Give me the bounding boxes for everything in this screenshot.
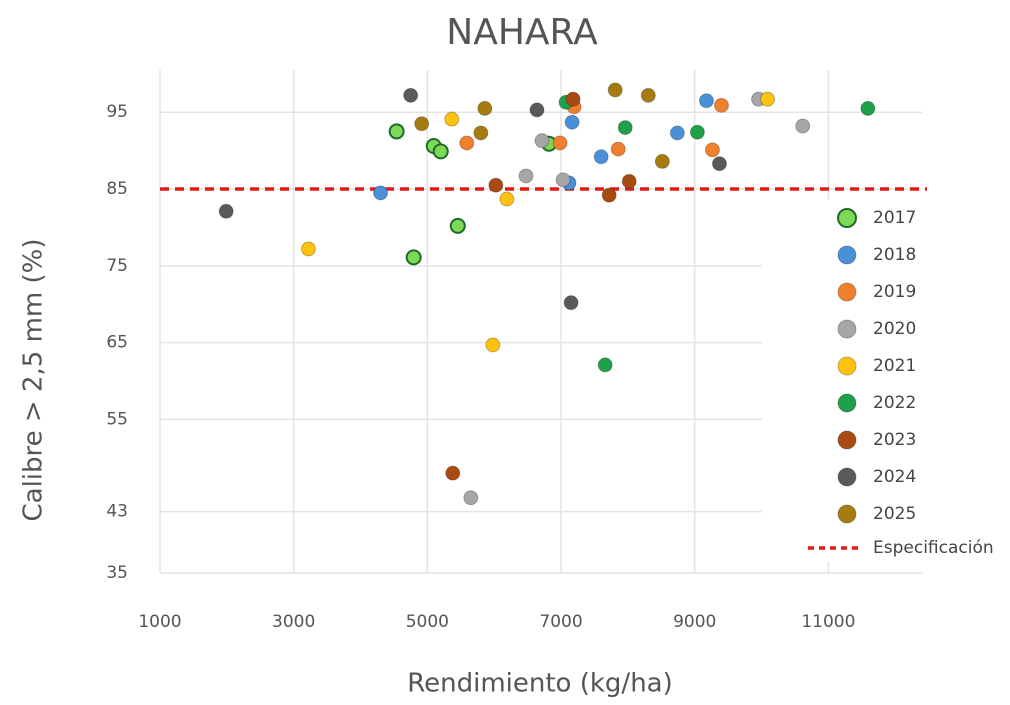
point: [405, 249, 422, 266]
legend-marker: [837, 504, 857, 524]
point: [485, 337, 501, 353]
x-tick-label: 1000: [138, 612, 181, 632]
y-tick-label: 65: [106, 333, 128, 353]
x-axis-label: Rendimiento (kg/ha): [407, 669, 673, 699]
point: [610, 141, 626, 157]
y-tick-label: 43: [106, 502, 128, 522]
point: [414, 116, 430, 132]
y-tick-label: 85: [106, 179, 128, 199]
legend-marker: [837, 430, 857, 450]
point: [388, 123, 405, 140]
legend-label: 2017: [873, 208, 916, 228]
legend-marker: [837, 356, 857, 376]
legend-label: 2024: [873, 467, 916, 487]
point: [593, 149, 609, 165]
legend-label: 2018: [873, 245, 916, 265]
point: [552, 135, 568, 151]
point: [760, 91, 776, 107]
point: [860, 100, 876, 116]
point: [488, 177, 504, 193]
point: [621, 173, 637, 189]
point: [607, 82, 623, 98]
y-tick-label: 55: [106, 409, 128, 429]
point: [373, 185, 389, 201]
y-tick-label: 95: [106, 102, 128, 122]
chart-title: NAHARA: [446, 12, 598, 53]
x-tick-label: 7000: [539, 612, 582, 632]
legend-label: 2022: [873, 393, 916, 413]
point: [518, 168, 534, 184]
point: [713, 97, 729, 113]
point: [300, 241, 316, 257]
point: [218, 203, 234, 219]
point: [640, 87, 656, 103]
point: [689, 124, 705, 140]
point: [711, 156, 727, 172]
point: [449, 217, 466, 234]
point: [534, 133, 550, 149]
y-tick-label: 35: [106, 563, 128, 583]
legend-label: 2019: [873, 282, 916, 302]
point: [597, 357, 613, 373]
point: [432, 143, 449, 160]
x-tick-label: 3000: [272, 612, 315, 632]
y-tick-label: 75: [106, 256, 128, 276]
legend-marker: [837, 393, 857, 413]
y-axis-label: Calibre > 2,5 mm (%): [19, 239, 49, 522]
legend-marker: [837, 208, 857, 228]
point: [445, 465, 461, 481]
point: [565, 91, 581, 107]
legend-marker: [837, 282, 857, 302]
legend-label: Especificación: [873, 538, 994, 558]
point: [403, 87, 419, 103]
point: [444, 111, 460, 127]
x-tick-label: 5000: [406, 612, 449, 632]
point: [617, 120, 633, 136]
point: [564, 114, 580, 130]
legend-marker: [837, 467, 857, 487]
point: [499, 191, 515, 207]
point: [698, 93, 714, 109]
point: [704, 142, 720, 158]
x-tick-label: 11000: [801, 612, 855, 632]
point: [473, 125, 489, 141]
x-tick-label: 9000: [673, 612, 716, 632]
point: [529, 102, 545, 118]
legend-marker: [837, 245, 857, 265]
point: [669, 125, 685, 141]
point: [477, 100, 493, 116]
legend-label: 2021: [873, 356, 916, 376]
point: [555, 172, 571, 188]
point: [601, 187, 617, 203]
point: [795, 118, 811, 134]
point: [463, 490, 479, 506]
legend-label: 2025: [873, 504, 916, 524]
legend-label: 2023: [873, 430, 916, 450]
legend-label: 2020: [873, 319, 916, 339]
point: [563, 295, 579, 311]
legend-marker: [837, 319, 857, 339]
point: [459, 135, 475, 151]
point: [654, 153, 670, 169]
